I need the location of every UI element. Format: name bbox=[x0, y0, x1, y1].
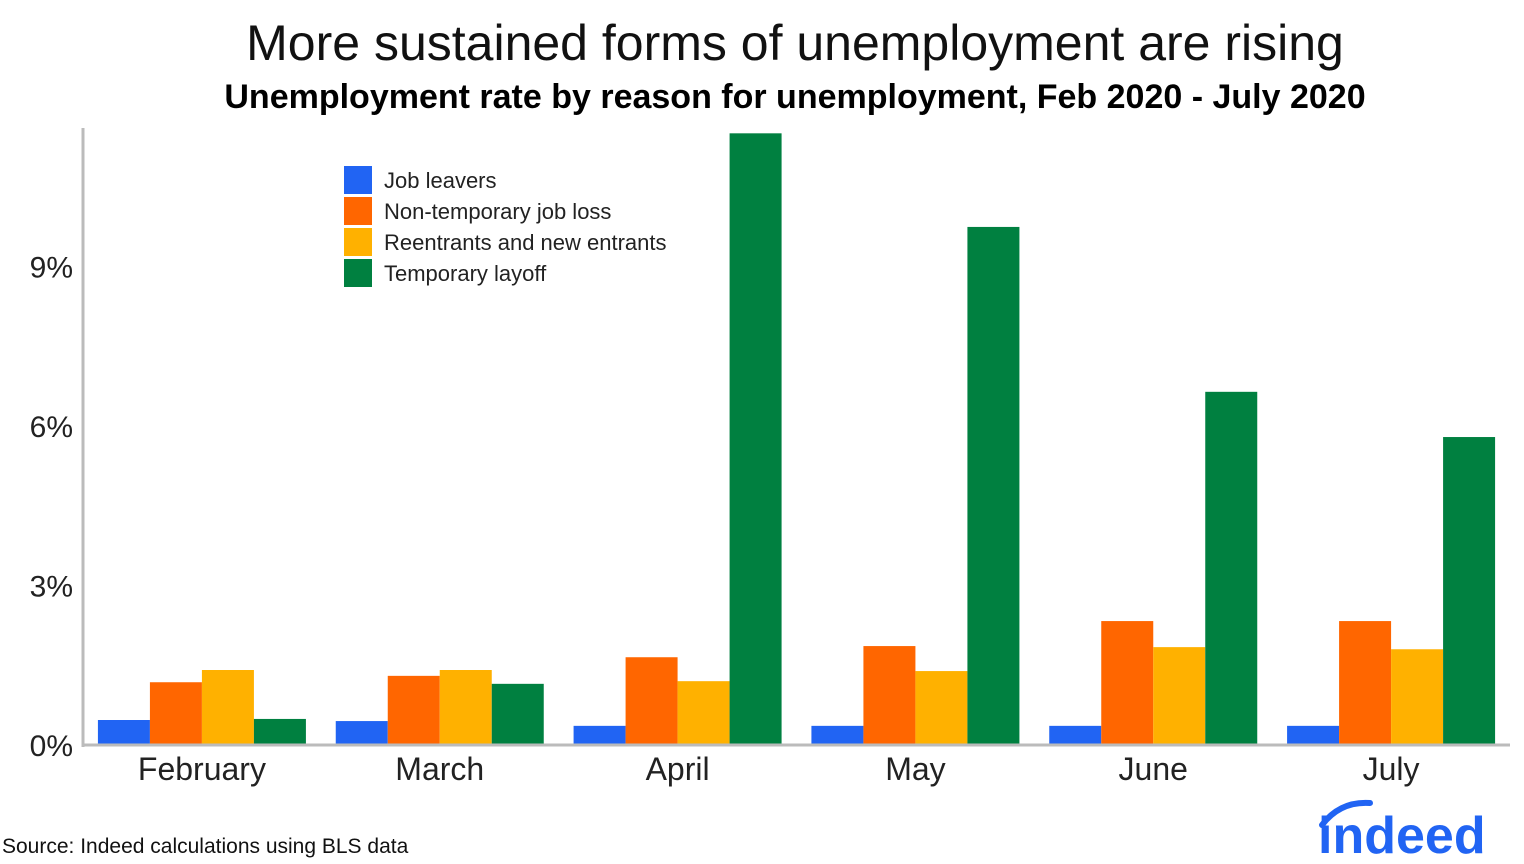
legend-swatch bbox=[344, 228, 372, 256]
source-note: Source: Indeed calculations using BLS da… bbox=[2, 835, 409, 858]
chart-subtitle: Unemployment rate by reason for unemploy… bbox=[224, 78, 1366, 116]
bar-job-leavers-february bbox=[97, 720, 150, 745]
x-tick-label: July bbox=[1363, 751, 1420, 787]
legend-label: Job leavers bbox=[384, 168, 497, 193]
bar-job-leavers-may bbox=[811, 725, 864, 745]
y-tick-label: 9% bbox=[30, 251, 73, 284]
bar-job-leavers-july bbox=[1287, 725, 1340, 745]
bar-temporary-layoff-july bbox=[1443, 437, 1496, 745]
bar-reentrants-and-new-entrants-march bbox=[439, 670, 492, 745]
bar-reentrants-and-new-entrants-july bbox=[1391, 649, 1444, 745]
legend-swatch bbox=[344, 197, 372, 225]
legend-label: Temporary layoff bbox=[384, 261, 547, 286]
bar-reentrants-and-new-entrants-june bbox=[1153, 647, 1206, 745]
bar-reentrants-and-new-entrants-february bbox=[201, 670, 254, 745]
bar-non-temporary-job-loss-february bbox=[149, 682, 202, 745]
bar-job-leavers-april bbox=[573, 725, 626, 745]
bar-reentrants-and-new-entrants-may bbox=[915, 671, 968, 745]
x-tick-label: April bbox=[646, 751, 710, 787]
legend-label: Reentrants and new entrants bbox=[384, 230, 667, 255]
bar-non-temporary-job-loss-june bbox=[1101, 621, 1154, 745]
y-tick-label: 0% bbox=[30, 730, 73, 763]
legend-swatch bbox=[344, 259, 372, 287]
x-tick-label: February bbox=[138, 751, 266, 787]
svg-text:indeed: indeed bbox=[1318, 807, 1486, 859]
legend-swatch bbox=[344, 166, 372, 194]
bar-non-temporary-job-loss-july bbox=[1339, 621, 1392, 745]
bar-reentrants-and-new-entrants-april bbox=[677, 681, 730, 745]
bar-non-temporary-job-loss-april bbox=[625, 657, 678, 745]
legend-label: Non-temporary job loss bbox=[384, 199, 611, 224]
bar-job-leavers-june bbox=[1049, 725, 1102, 745]
bar-temporary-layoff-february bbox=[253, 718, 306, 745]
y-tick-label: 6% bbox=[30, 411, 73, 444]
x-tick-label: March bbox=[395, 751, 484, 787]
bar-temporary-layoff-may bbox=[967, 226, 1020, 746]
bar-temporary-layoff-june bbox=[1205, 391, 1258, 745]
bar-job-leavers-march bbox=[335, 721, 388, 745]
bar-temporary-layoff-march bbox=[491, 683, 544, 745]
bar-non-temporary-job-loss-may bbox=[863, 646, 916, 745]
bar-temporary-layoff-april bbox=[729, 133, 782, 745]
y-tick-label: 3% bbox=[30, 570, 73, 603]
x-tick-label: May bbox=[885, 751, 945, 787]
x-tick-label: June bbox=[1119, 751, 1188, 787]
chart-title: More sustained forms of unemployment are… bbox=[246, 15, 1344, 71]
indeed-logo: indeed bbox=[1318, 799, 1486, 859]
bar-non-temporary-job-loss-march bbox=[387, 675, 440, 745]
